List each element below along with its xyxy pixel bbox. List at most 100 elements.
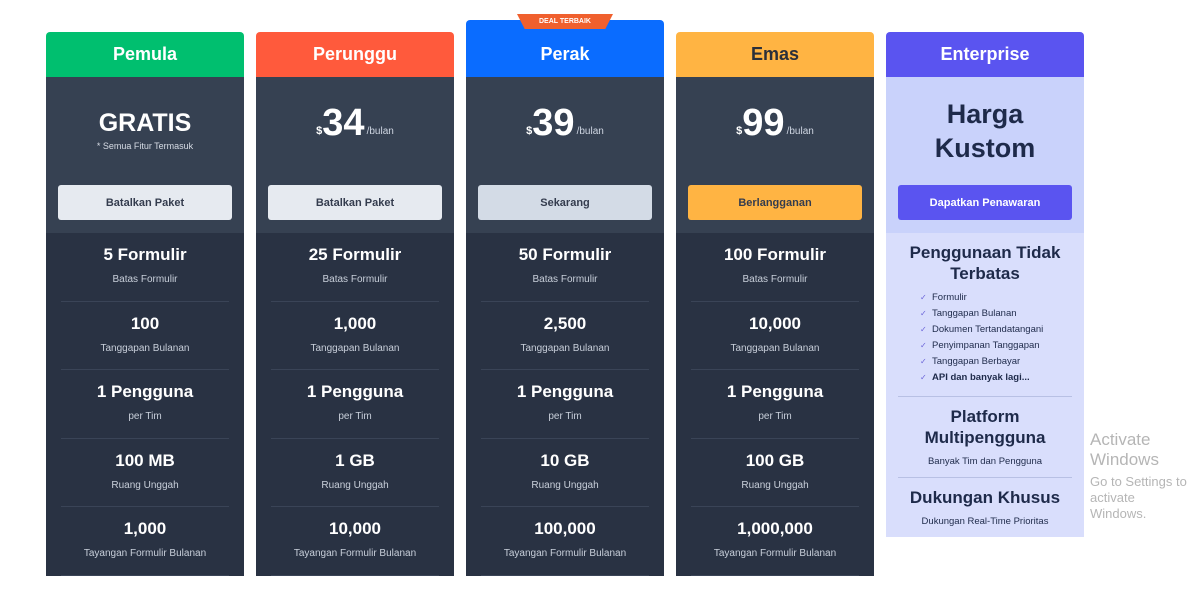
feature-title: Platform Multipengguna — [924, 407, 1046, 447]
feature-item-label: Tanggapan Bulanan — [932, 308, 1017, 319]
feature-label: Batas Formulir — [742, 274, 808, 285]
feature-value: 10,000 — [749, 313, 801, 333]
feature-label: per Tim — [338, 411, 372, 422]
feature-value: 10 GB — [540, 450, 590, 470]
feature-label: Tanggapan Bulanan — [520, 342, 610, 354]
feature-item: ✓ Penyimpanan Tanggapan — [920, 338, 1072, 354]
feature-value: 100 — [130, 313, 160, 333]
feature-label: Batas Formulir — [322, 274, 388, 285]
feature-item-label: Formulir — [932, 292, 967, 303]
feature-item: ✓ Dokumen Tertandatangani — [920, 322, 1072, 338]
feature-row: 10 GB Ruang Unggah — [481, 439, 649, 507]
feature-item-label: Dokumen Tertandatangani — [932, 324, 1044, 335]
check-icon: ✓ — [920, 373, 927, 382]
feature-row: 2,500 Tanggapan Bulanan — [481, 302, 649, 370]
feature-value: 1 Pengguna — [516, 382, 614, 401]
feature-value: 1,000,000 — [737, 519, 813, 538]
check-icon: ✓ — [920, 293, 927, 302]
check-icon: ✓ — [920, 341, 927, 350]
check-icon: ✓ — [920, 357, 927, 366]
feature-row: 100 Formulir Batas Formulir — [691, 233, 859, 302]
plan-button[interactable]: Batalkan Paket — [58, 185, 232, 220]
best-deal-badge: DEAL TERBAIK — [517, 14, 613, 29]
check-icon: ✓ — [920, 325, 927, 334]
feature-label: Tanggapan Bulanan — [100, 342, 190, 354]
price-period: /bulan — [576, 126, 604, 137]
plan-button[interactable]: Batalkan Paket — [268, 185, 442, 220]
feature-value: 1 Pengguna — [306, 382, 404, 401]
price-line: Kustom — [934, 133, 1036, 163]
price-period: /bulan — [366, 126, 394, 137]
feature-row: 1,000 Tayangan Formulir Bulanan — [61, 507, 229, 576]
plan-name: Pemula — [46, 32, 244, 77]
feature-title: Dukungan Khusus — [909, 488, 1061, 507]
feature-multiuser: Platform Multipengguna Banyak Tim dan Pe… — [898, 397, 1072, 478]
feature-label: per Tim — [128, 411, 162, 422]
feature-label: per Tim — [548, 411, 582, 422]
feature-label: Tanggapan Bulanan — [730, 342, 820, 354]
check-icon: ✓ — [920, 309, 927, 318]
plan-perak: Perak $39/bulan Sekarang 50 Formulir Batas… — [466, 20, 664, 580]
plan-enterprise: Enterprise Harga Kustom Dapatkan Penawara… — [886, 32, 1084, 592]
feature-row: 10,000 Tayangan Formulir Bulanan — [271, 507, 439, 576]
price-free: GRATIS — [98, 109, 192, 137]
plan-name: Emas — [676, 32, 874, 77]
price-amount: 34 — [322, 102, 365, 144]
feature-value: 100 GB — [745, 450, 805, 470]
currency: $ — [526, 125, 533, 137]
plan-button[interactable]: Berlangganan — [688, 185, 862, 220]
feature-value: 1,000 — [333, 313, 377, 333]
feature-value: 1 GB — [335, 450, 375, 470]
feature-item: ✓ Formulir — [920, 290, 1072, 306]
plan-pemula: Pemula GRATIS * Semua Fitur Termasuk Batal… — [46, 32, 244, 592]
plan-perunggu: Perunggu $34/bulan Batalkan Paket 25 Form… — [256, 32, 454, 592]
feature-unlimited: Penggunaan Tidak Terbatas ✓ Formulir ✓ Tang… — [898, 233, 1072, 397]
feature-value: 100 Formulir — [723, 245, 827, 264]
feature-row: 100 MB Ruang Unggah — [61, 439, 229, 507]
get-quote-button[interactable]: Dapatkan Penawaran — [898, 185, 1072, 220]
feature-label: Tayangan Formulir Bulanan — [293, 548, 417, 559]
feature-sub: Banyak Tim dan Pengguna — [927, 456, 1043, 467]
feature-value: 25 Formulir — [308, 245, 402, 264]
feature-value: 5 Formulir — [103, 245, 187, 264]
plan-emas: Emas $99/bulan Berlangganan 100 Formulir B… — [676, 32, 874, 592]
feature-item: ✓ Tanggapan Bulanan — [920, 306, 1072, 322]
feature-support: Dukungan Khusus Dukungan Real-Time Prior… — [898, 478, 1072, 537]
feature-value: 50 Formulir — [518, 245, 612, 264]
feature-value: 1 Pengguna — [96, 382, 194, 401]
feature-item-label: Penyimpanan Tanggapan — [932, 340, 1040, 351]
windows-watermark-sub: Go to Settings to activate Windows. — [1090, 474, 1187, 521]
price-note: * Semua Fitur Termasuk — [96, 141, 194, 151]
feature-title: Penggunaan Tidak Terbatas — [909, 243, 1061, 283]
feature-row: 100,000 Tayangan Formulir Bulanan — [481, 507, 649, 576]
feature-value: 1 Pengguna — [726, 382, 824, 401]
feature-label: Tayangan Formulir Bulanan — [713, 548, 837, 559]
feature-item: ✓ Tanggapan Berbayar — [920, 354, 1072, 370]
feature-row: 10,000 Tanggapan Bulanan — [691, 302, 859, 370]
feature-row: 100 Tanggapan Bulanan — [61, 302, 229, 370]
feature-item-label: API dan banyak lagi... — [932, 372, 1030, 383]
feature-row: 1 Pengguna per Tim — [691, 370, 859, 439]
price-amount: 39 — [532, 102, 575, 144]
plan-name: Perunggu — [256, 32, 454, 77]
feature-label: Tayangan Formulir Bulanan — [503, 548, 627, 559]
feature-row: 25 Formulir Batas Formulir — [271, 233, 439, 302]
feature-label: per Tim — [758, 411, 792, 422]
feature-row: 1 GB Ruang Unggah — [271, 439, 439, 507]
windows-watermark: Activate Windows — [1090, 430, 1159, 469]
feature-item-label: Tanggapan Berbayar — [932, 356, 1021, 367]
feature-label: Ruang Unggah — [531, 479, 599, 491]
windows-watermark-box: Activate Windows Go to Settings to activ… — [1090, 430, 1193, 522]
plan-button[interactable]: Sekarang — [478, 185, 652, 220]
feature-label: Ruang Unggah — [321, 479, 389, 491]
feature-value: 1,000 — [123, 519, 167, 538]
feature-label: Ruang Unggah — [111, 479, 179, 491]
feature-row: 1,000,000 Tayangan Formulir Bulanan — [691, 507, 859, 576]
feature-value: 10,000 — [329, 519, 381, 538]
feature-value: 100,000 — [534, 519, 596, 538]
feature-sub: Dukungan Real-Time Prioritas — [921, 516, 1049, 527]
feature-value: 2,500 — [543, 313, 587, 333]
feature-row: 5 Formulir Batas Formulir — [61, 233, 229, 302]
plan-name: Enterprise — [886, 32, 1084, 77]
feature-label: Batas Formulir — [532, 274, 598, 285]
